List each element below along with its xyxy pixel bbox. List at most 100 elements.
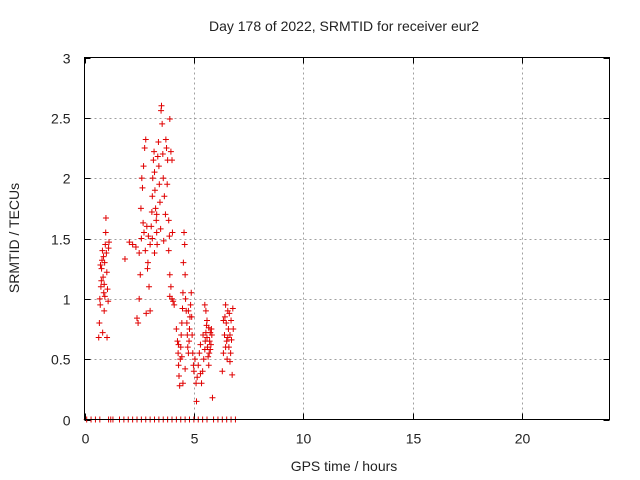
data-point: [106, 239, 112, 246]
data-point: [154, 241, 161, 248]
data-point: [178, 319, 185, 326]
data-point: [140, 163, 147, 170]
data-point: [167, 283, 174, 290]
data-point: [178, 353, 185, 360]
data-point: [207, 341, 214, 348]
data-point: [186, 326, 193, 332]
data-point: [150, 157, 157, 164]
data-point: [153, 217, 160, 224]
data-point: [223, 338, 230, 345]
data-point: [126, 239, 133, 246]
y-tick-label: 2: [63, 171, 71, 187]
data-point: [175, 350, 182, 357]
data-point: [174, 338, 181, 345]
data-point: [97, 283, 104, 290]
data-point: [179, 289, 186, 296]
data-point: [219, 368, 226, 375]
data-point: [100, 274, 107, 281]
data-point: [143, 310, 150, 317]
data-point: [97, 262, 104, 269]
data-point: [193, 398, 200, 405]
data-point: [207, 346, 214, 353]
data-point: [170, 298, 177, 305]
data-point: [162, 211, 169, 218]
x-tick-label: 15: [406, 431, 422, 447]
x-tick-label: 10: [296, 431, 312, 447]
data-point: [151, 187, 158, 194]
data-point: [167, 148, 174, 155]
data-point: [196, 350, 203, 357]
data-point: [209, 394, 216, 401]
data-point: [185, 307, 192, 314]
data-point: [182, 271, 189, 278]
data-point: [191, 356, 198, 363]
data-point: [96, 319, 103, 326]
data-point: [136, 295, 143, 302]
y-tick-label: 3: [63, 51, 71, 67]
data-point: [200, 332, 207, 339]
data-point: [135, 319, 142, 326]
tick-layer: [84, 57, 610, 421]
data-point: [154, 153, 161, 160]
data-point: [165, 247, 172, 254]
data-point: [186, 338, 193, 345]
data-point: [188, 313, 195, 320]
data-point: [221, 332, 228, 339]
data-point: [139, 184, 146, 191]
data-point: [149, 193, 156, 200]
data-point: [179, 380, 186, 387]
data-point: [226, 310, 233, 317]
data-point: [188, 289, 195, 296]
data-point: [173, 326, 180, 332]
plot-frame: [84, 57, 610, 420]
data-point: [179, 305, 186, 312]
data-point: [149, 175, 156, 182]
data-point: [142, 136, 149, 143]
data-point: [140, 219, 147, 226]
data-point: [190, 368, 197, 375]
data-point: [103, 249, 110, 256]
data-point: [102, 229, 109, 236]
data-point: [96, 295, 103, 302]
data-point: [147, 307, 154, 314]
data-point: [182, 365, 189, 372]
data-point: [159, 120, 166, 127]
data-point: [197, 341, 204, 348]
data-point: [99, 329, 106, 336]
data-point: [204, 317, 210, 324]
data-point: [137, 205, 144, 212]
data-point: [176, 373, 182, 380]
data-point: [162, 136, 169, 143]
data-point: [138, 235, 145, 242]
data-point: [206, 350, 213, 357]
data-point: [169, 157, 175, 164]
data-point: [197, 370, 204, 377]
data-point: [165, 217, 172, 224]
data-point: [182, 295, 189, 302]
data-point: [187, 301, 194, 308]
data-point: [181, 241, 188, 248]
data-point: [166, 271, 173, 278]
data-point: [160, 175, 167, 182]
data-point: [189, 332, 196, 339]
data-point: [149, 235, 156, 242]
data-point: [105, 245, 112, 252]
data-point: [97, 301, 104, 308]
data-point: [208, 326, 215, 332]
data-point: [166, 233, 173, 240]
data-point: [144, 259, 151, 266]
data-point: [100, 289, 107, 296]
x-tick-label: 20: [515, 431, 531, 447]
data-point: [129, 241, 136, 248]
data-point: [227, 350, 234, 357]
data-point: [100, 253, 107, 260]
data-point: [142, 247, 149, 254]
data-point: [171, 301, 178, 308]
data-point: [153, 211, 160, 218]
data-point: [136, 249, 143, 256]
data-point: [226, 358, 233, 365]
data-point: [205, 324, 212, 331]
data-point: [144, 265, 151, 272]
data-point: [105, 298, 112, 305]
data-point: [176, 382, 183, 389]
